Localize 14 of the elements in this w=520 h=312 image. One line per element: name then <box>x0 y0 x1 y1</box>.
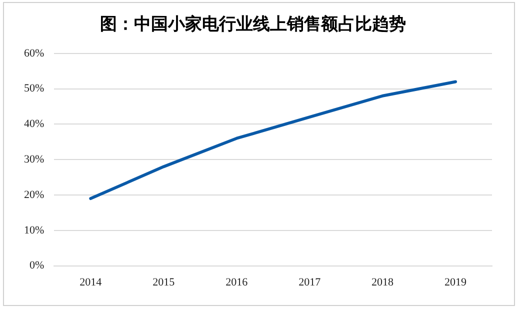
y-tick-label: 30% <box>24 153 44 166</box>
y-tick-label: 0% <box>29 260 44 272</box>
x-tick-label: 2017 <box>298 276 322 288</box>
x-tick-label: 2019 <box>444 276 468 288</box>
x-tick-label: 2015 <box>152 276 176 288</box>
y-tick-label: 10% <box>24 224 44 236</box>
chart-title: 图：中国小家电行业线上销售额占比趋势 <box>100 14 406 34</box>
y-tick-label: 40% <box>24 118 44 130</box>
x-tick-label: 2018 <box>372 276 394 288</box>
y-tick-label: 50% <box>24 82 44 95</box>
x-tick-label: 2014 <box>80 276 102 288</box>
y-tick-label: 60% <box>24 47 44 60</box>
x-tick-label: 2016 <box>226 276 248 288</box>
y-tick-label: 20% <box>24 188 44 201</box>
